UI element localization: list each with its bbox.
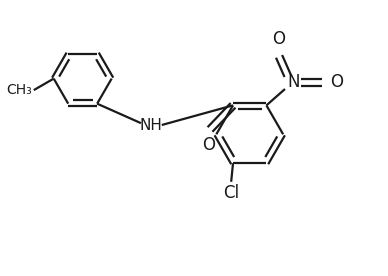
- Text: O: O: [272, 30, 286, 48]
- Text: Cl: Cl: [223, 184, 239, 202]
- Text: O: O: [330, 73, 343, 91]
- Text: O: O: [202, 136, 215, 154]
- Text: CH₃: CH₃: [6, 83, 32, 97]
- Text: N: N: [287, 73, 300, 91]
- Text: NH: NH: [140, 118, 163, 132]
